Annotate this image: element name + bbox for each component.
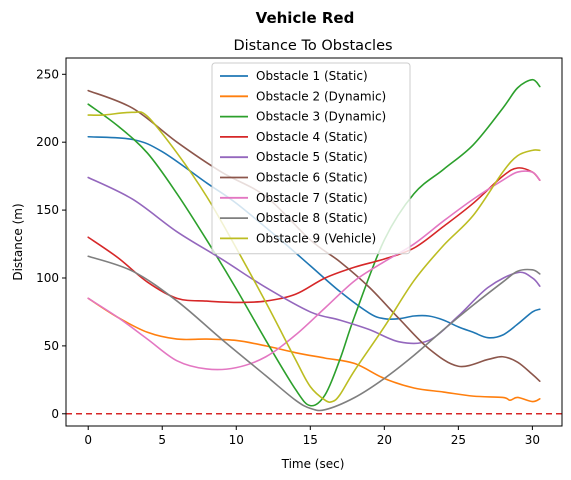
y-axis-label: Distance (m): [11, 203, 25, 280]
legend-label: Obstacle 3 (Dynamic): [256, 110, 386, 124]
y-tick-label: 0: [51, 407, 59, 421]
legend-label: Obstacle 6 (Static): [256, 171, 368, 185]
series-line-obstacle-8: [88, 256, 540, 410]
legend-label: Obstacle 9 (Vehicle): [256, 231, 376, 245]
legend-label: Obstacle 1 (Static): [256, 69, 368, 83]
legend-label: Obstacle 4 (Static): [256, 130, 368, 144]
legend: Obstacle 1 (Static) Obstacle 2 (Dynamic) O…: [212, 63, 410, 254]
legend-label: Obstacle 2 (Dynamic): [256, 89, 386, 103]
y-tick-label: 150: [36, 203, 59, 217]
legend-label: Obstacle 7 (Static): [256, 191, 368, 205]
y-tick-label: 100: [36, 271, 59, 285]
x-tick-label: 25: [451, 433, 466, 447]
x-tick-label: 5: [158, 433, 166, 447]
legend-label: Obstacle 8 (Static): [256, 211, 368, 225]
x-tick-label: 0: [84, 433, 92, 447]
chart-title: Distance To Obstacles: [233, 38, 392, 54]
y-tick-label: 200: [36, 135, 59, 149]
y-tick-label: 50: [44, 339, 59, 353]
x-tick-label: 10: [229, 433, 244, 447]
x-tick-label: 15: [303, 433, 318, 447]
x-tick-label: 30: [525, 433, 540, 447]
chart-suptitle: Vehicle Red: [256, 9, 355, 27]
legend-label: Obstacle 5 (Static): [256, 150, 368, 164]
y-tick-label: 250: [36, 67, 59, 81]
x-tick-label: 20: [377, 433, 392, 447]
x-axis-label: Time (sec): [281, 457, 345, 471]
